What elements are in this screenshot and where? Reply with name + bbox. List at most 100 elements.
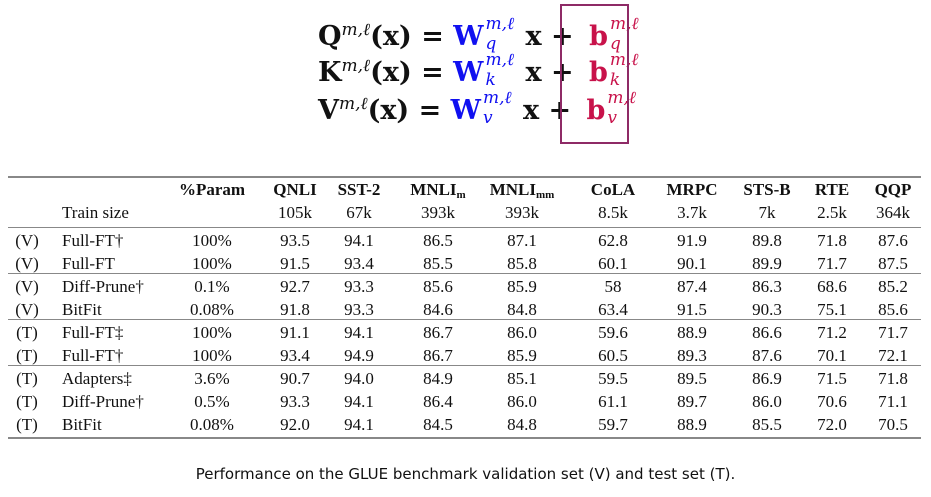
row-score: 85.9 bbox=[507, 277, 537, 296]
row-score: 94.9 bbox=[344, 346, 374, 365]
weight-superscript: m,ℓ bbox=[485, 14, 515, 34]
row-score: 72.1 bbox=[878, 346, 908, 365]
train-size-label: Train size bbox=[62, 203, 129, 222]
bias-indices: m,ℓ q bbox=[608, 12, 650, 54]
column-header: MRPC bbox=[666, 180, 718, 199]
row-split: (V) bbox=[15, 231, 39, 250]
row-param-percent: 3.6% bbox=[194, 369, 230, 388]
row-score: 93.5 bbox=[280, 231, 310, 250]
weight-subscript: k bbox=[485, 70, 496, 90]
row-param-percent: 100% bbox=[192, 254, 232, 273]
row-method: Full-FT‡ bbox=[62, 323, 124, 342]
row-score: 86.0 bbox=[752, 392, 782, 411]
bias-superscript: m,ℓ bbox=[609, 14, 639, 34]
row-score: 87.6 bbox=[752, 346, 782, 365]
row-score: 87.5 bbox=[878, 254, 908, 273]
row-score: 71.7 bbox=[878, 323, 908, 342]
row-score: 86.3 bbox=[752, 277, 782, 296]
column-header: MNLIm bbox=[410, 180, 466, 201]
train-size-value: 393k bbox=[421, 203, 455, 222]
row-param-percent: 0.08% bbox=[190, 300, 234, 319]
row-method: Diff-Prune† bbox=[62, 277, 144, 296]
row-score: 61.1 bbox=[598, 392, 628, 411]
row-method: Full-FT† bbox=[62, 346, 124, 365]
row-method: Full-FT bbox=[62, 254, 115, 273]
equation-lhs: Q bbox=[318, 21, 342, 52]
row-score: 85.8 bbox=[507, 254, 537, 273]
train-size-value: 105k bbox=[278, 203, 312, 222]
weight-matrix: W bbox=[453, 21, 484, 52]
row-score: 89.3 bbox=[677, 346, 707, 365]
row-split: (T) bbox=[16, 369, 38, 388]
equation-mid: (x) = bbox=[367, 95, 451, 126]
train-size-value: 393k bbox=[505, 203, 539, 222]
row-score: 63.4 bbox=[598, 300, 628, 319]
column-header: QQP bbox=[874, 180, 912, 199]
table-rule bbox=[8, 437, 921, 439]
row-score: 62.8 bbox=[598, 231, 628, 250]
row-score: 86.0 bbox=[507, 323, 537, 342]
bias-subscript: q bbox=[609, 34, 621, 54]
row-score: 94.1 bbox=[344, 392, 374, 411]
row-score: 68.6 bbox=[817, 277, 847, 296]
row-score: 94.0 bbox=[344, 369, 374, 388]
row-score: 91.8 bbox=[280, 300, 310, 319]
column-header: %Param bbox=[178, 180, 246, 199]
row-score: 60.1 bbox=[598, 254, 628, 273]
row-split: (V) bbox=[15, 254, 39, 273]
column-header-subscript: mm bbox=[535, 189, 555, 201]
row-score: 59.7 bbox=[598, 415, 628, 434]
row-score: 86.4 bbox=[423, 392, 453, 411]
row-score: 87.6 bbox=[878, 231, 908, 250]
bias-vector: b bbox=[586, 95, 606, 126]
row-score: 94.1 bbox=[344, 415, 374, 434]
equation-mid: (x) = bbox=[370, 21, 454, 52]
row-score: 86.5 bbox=[423, 231, 453, 250]
row-score: 91.5 bbox=[280, 254, 310, 273]
row-split: (T) bbox=[16, 346, 38, 365]
row-score: 84.8 bbox=[507, 415, 537, 434]
row-score: 85.6 bbox=[878, 300, 908, 319]
row-score: 84.5 bbox=[423, 415, 453, 434]
row-score: 89.7 bbox=[677, 392, 707, 411]
row-score: 85.1 bbox=[507, 369, 537, 388]
row-score: 86.7 bbox=[423, 323, 453, 342]
equation-superscript: m,ℓ bbox=[341, 20, 371, 40]
row-score: 70.6 bbox=[817, 392, 847, 411]
column-header: MNLImm bbox=[489, 180, 555, 201]
column-header: CoLA bbox=[590, 180, 636, 199]
table-rule bbox=[8, 227, 921, 228]
bias-vector: b bbox=[589, 57, 608, 88]
bias-superscript: m,ℓ bbox=[609, 50, 639, 70]
weight-superscript: m,ℓ bbox=[482, 88, 512, 108]
row-score: 91.5 bbox=[677, 300, 707, 319]
row-method: BitFit bbox=[62, 300, 102, 319]
bias-highlight-box bbox=[560, 4, 629, 144]
row-score: 94.1 bbox=[344, 323, 374, 342]
row-method: Diff-Prune† bbox=[62, 392, 144, 411]
row-score: 90.1 bbox=[677, 254, 707, 273]
row-score: 86.7 bbox=[423, 346, 453, 365]
row-score: 84.9 bbox=[423, 369, 453, 388]
column-header: RTE bbox=[814, 180, 850, 199]
row-score: 85.6 bbox=[423, 277, 453, 296]
row-score: 90.7 bbox=[280, 369, 310, 388]
row-score: 85.2 bbox=[878, 277, 908, 296]
row-param-percent: 0.08% bbox=[190, 415, 234, 434]
weight-indices: m,ℓ q bbox=[484, 12, 526, 54]
row-score: 58 bbox=[604, 277, 622, 296]
weight-subscript: q bbox=[485, 34, 497, 54]
equation-x: x + bbox=[525, 57, 584, 88]
weight-superscript: m,ℓ bbox=[485, 50, 515, 70]
row-method: Adapters‡ bbox=[62, 369, 132, 388]
row-score: 89.8 bbox=[752, 231, 782, 250]
column-header: QNLI bbox=[273, 180, 317, 199]
train-size-value: 67k bbox=[346, 203, 372, 222]
row-score: 59.6 bbox=[598, 323, 628, 342]
row-score: 59.5 bbox=[598, 369, 628, 388]
row-score: 92.0 bbox=[280, 415, 310, 434]
bias-indices: m,ℓ k bbox=[608, 48, 650, 90]
row-split: (T) bbox=[16, 323, 38, 342]
